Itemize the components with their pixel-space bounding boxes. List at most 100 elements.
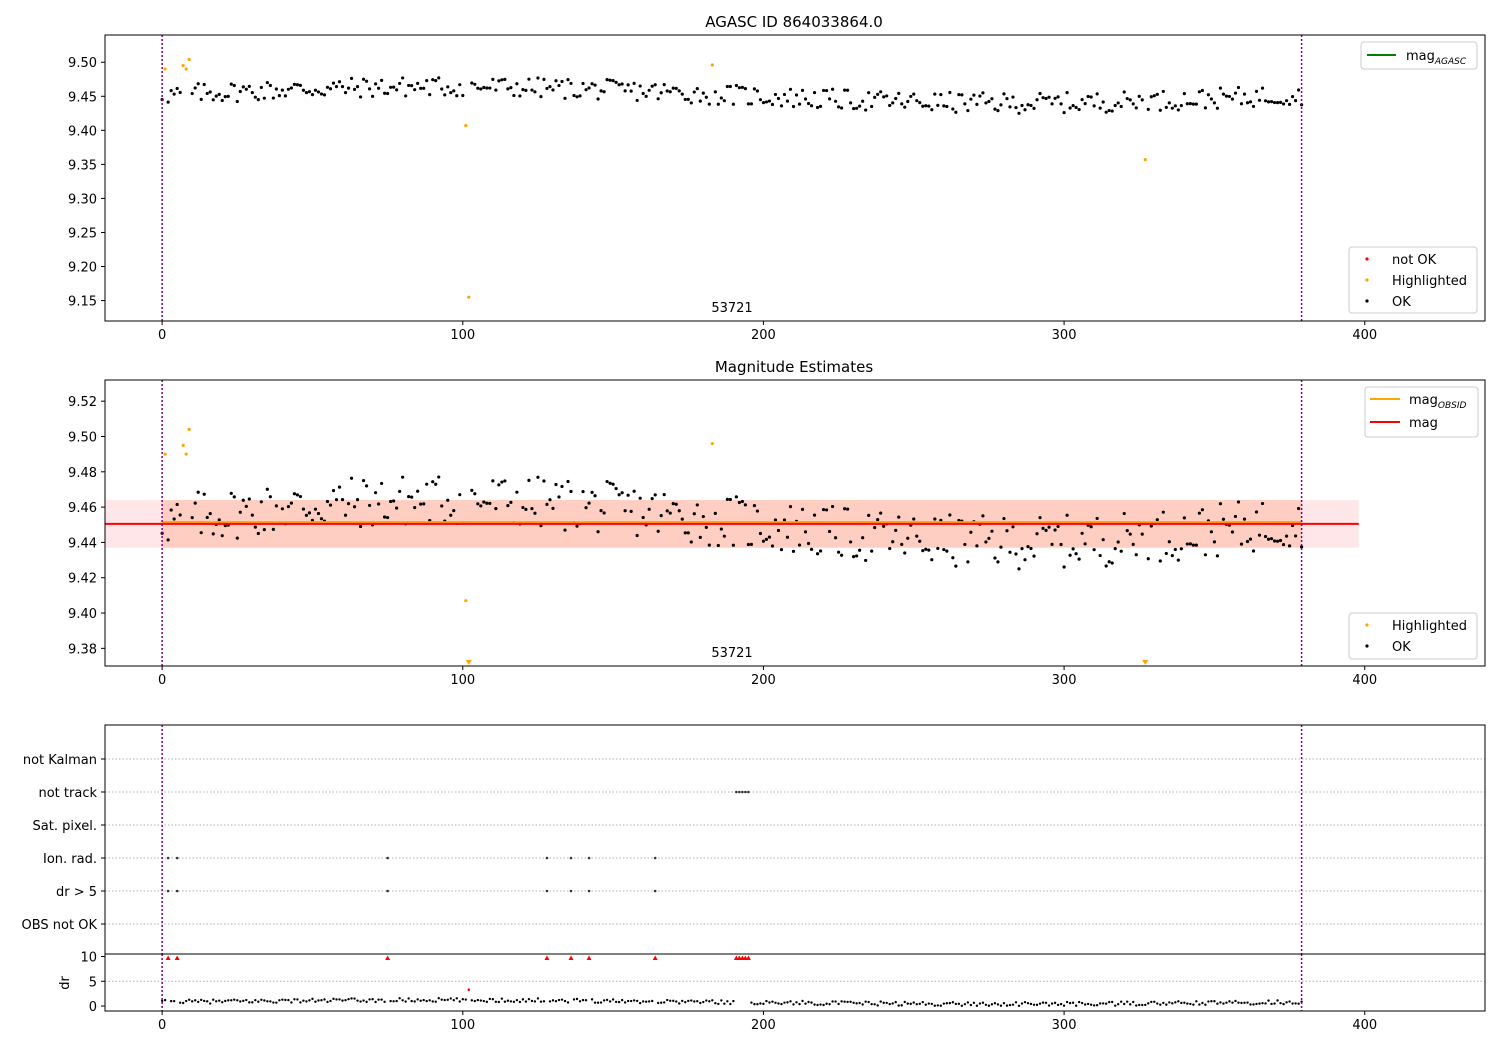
ok-point [536,76,540,80]
ok-point [1254,89,1259,93]
x-tick-label: 400 [1352,1018,1377,1033]
ok-point [316,90,321,94]
ok-point [358,524,363,529]
ok-point [1260,86,1265,90]
ok-point [638,496,642,500]
ok-point [1140,98,1144,102]
dr-point [720,999,723,1002]
dr-point [816,1003,819,1007]
ok-point [533,511,537,515]
ok-point [235,536,239,540]
dr-point [843,1000,846,1003]
ok-point [990,97,994,101]
ok-point [1062,565,1066,569]
ok-point [1260,501,1265,506]
dr-point [765,999,768,1003]
ok-point [503,479,507,483]
ok-point [951,556,955,560]
ok-point [803,530,808,534]
ok-point [1158,108,1162,112]
dr-point [509,1000,513,1003]
dr-point [398,997,401,1000]
ok-point [1296,506,1301,511]
dr-point [572,998,576,1001]
ok-point [1122,90,1126,94]
ok-point [873,95,877,99]
ok-point [1005,529,1009,533]
dr-point [617,1000,621,1004]
ok-point [915,534,919,538]
dr-point [783,1001,786,1004]
ok-point [599,89,603,93]
ok-point [205,515,209,520]
dr-point [1086,1002,1090,1006]
ok-point [1125,96,1129,101]
dr-point [287,998,290,1002]
ok-point [824,508,829,512]
panel-agasc-frame [104,34,1486,322]
dr-point [903,1000,906,1004]
dr-point [795,1001,798,1004]
dr-point [1237,1001,1240,1004]
ok-point [605,479,609,484]
ok-point [217,92,221,96]
ok-point [1116,101,1120,105]
dr-point [888,1002,891,1006]
legend-highlighted-marker [1365,623,1369,627]
dr-point [1041,1001,1045,1004]
ok-point [193,501,197,505]
dr-point [401,999,404,1002]
y-tick-label: 9.15 [68,295,97,310]
ok-point [876,92,880,96]
dr-point [629,999,633,1003]
dr-point [347,997,350,1001]
dr-point [449,997,452,1000]
ok-point [1212,540,1217,544]
ok-point [1134,553,1138,557]
ok-point [885,94,889,98]
dr-point [1294,1002,1297,1005]
ok-point [1215,106,1220,110]
dr-point [969,1003,973,1007]
ok-point [743,86,747,91]
ok-point [190,516,194,520]
ok-point [620,82,624,86]
dr-point [623,1001,627,1004]
ok-point [443,93,447,97]
dr-point [714,1001,717,1005]
ok-point [903,551,907,555]
ok-point [325,85,330,89]
ok-point [1122,511,1126,516]
ok-point [1056,95,1060,99]
ok-point [1161,89,1165,94]
ok-point [413,505,417,510]
ok-point [265,487,269,491]
dr-point [708,1000,711,1003]
ok-point [256,98,260,102]
ok-point [1227,94,1232,99]
ok-point [301,88,306,92]
highlighted-point [464,599,468,603]
dr-point [1135,1004,1138,1007]
ok-point [1017,567,1021,571]
x-tick-label: 300 [1052,328,1077,343]
x-tick-label: 100 [450,328,475,343]
panel-magnitude-line-legend: magOBSID mag [1364,386,1479,438]
ok-point [1098,553,1102,558]
ok-point [271,527,275,531]
ok-point [984,540,988,544]
highlighted-point [163,452,167,456]
ok-point [755,89,760,93]
ok-point [355,498,360,502]
ok-point [602,511,606,515]
dr-point [1165,1003,1168,1006]
dr-point [187,998,191,1002]
ok-point [737,500,741,505]
dr-point [650,999,654,1003]
dr-point [419,999,422,1002]
ok-point [912,517,916,521]
dr-point [813,1003,816,1006]
panel-magnitude-axes: 0 100 200 300 400 9.38 9.40 9.42 9.44 9.46 9.48 9.5… [68,395,1377,688]
dr-point [212,998,215,1001]
ok-point [518,94,522,98]
